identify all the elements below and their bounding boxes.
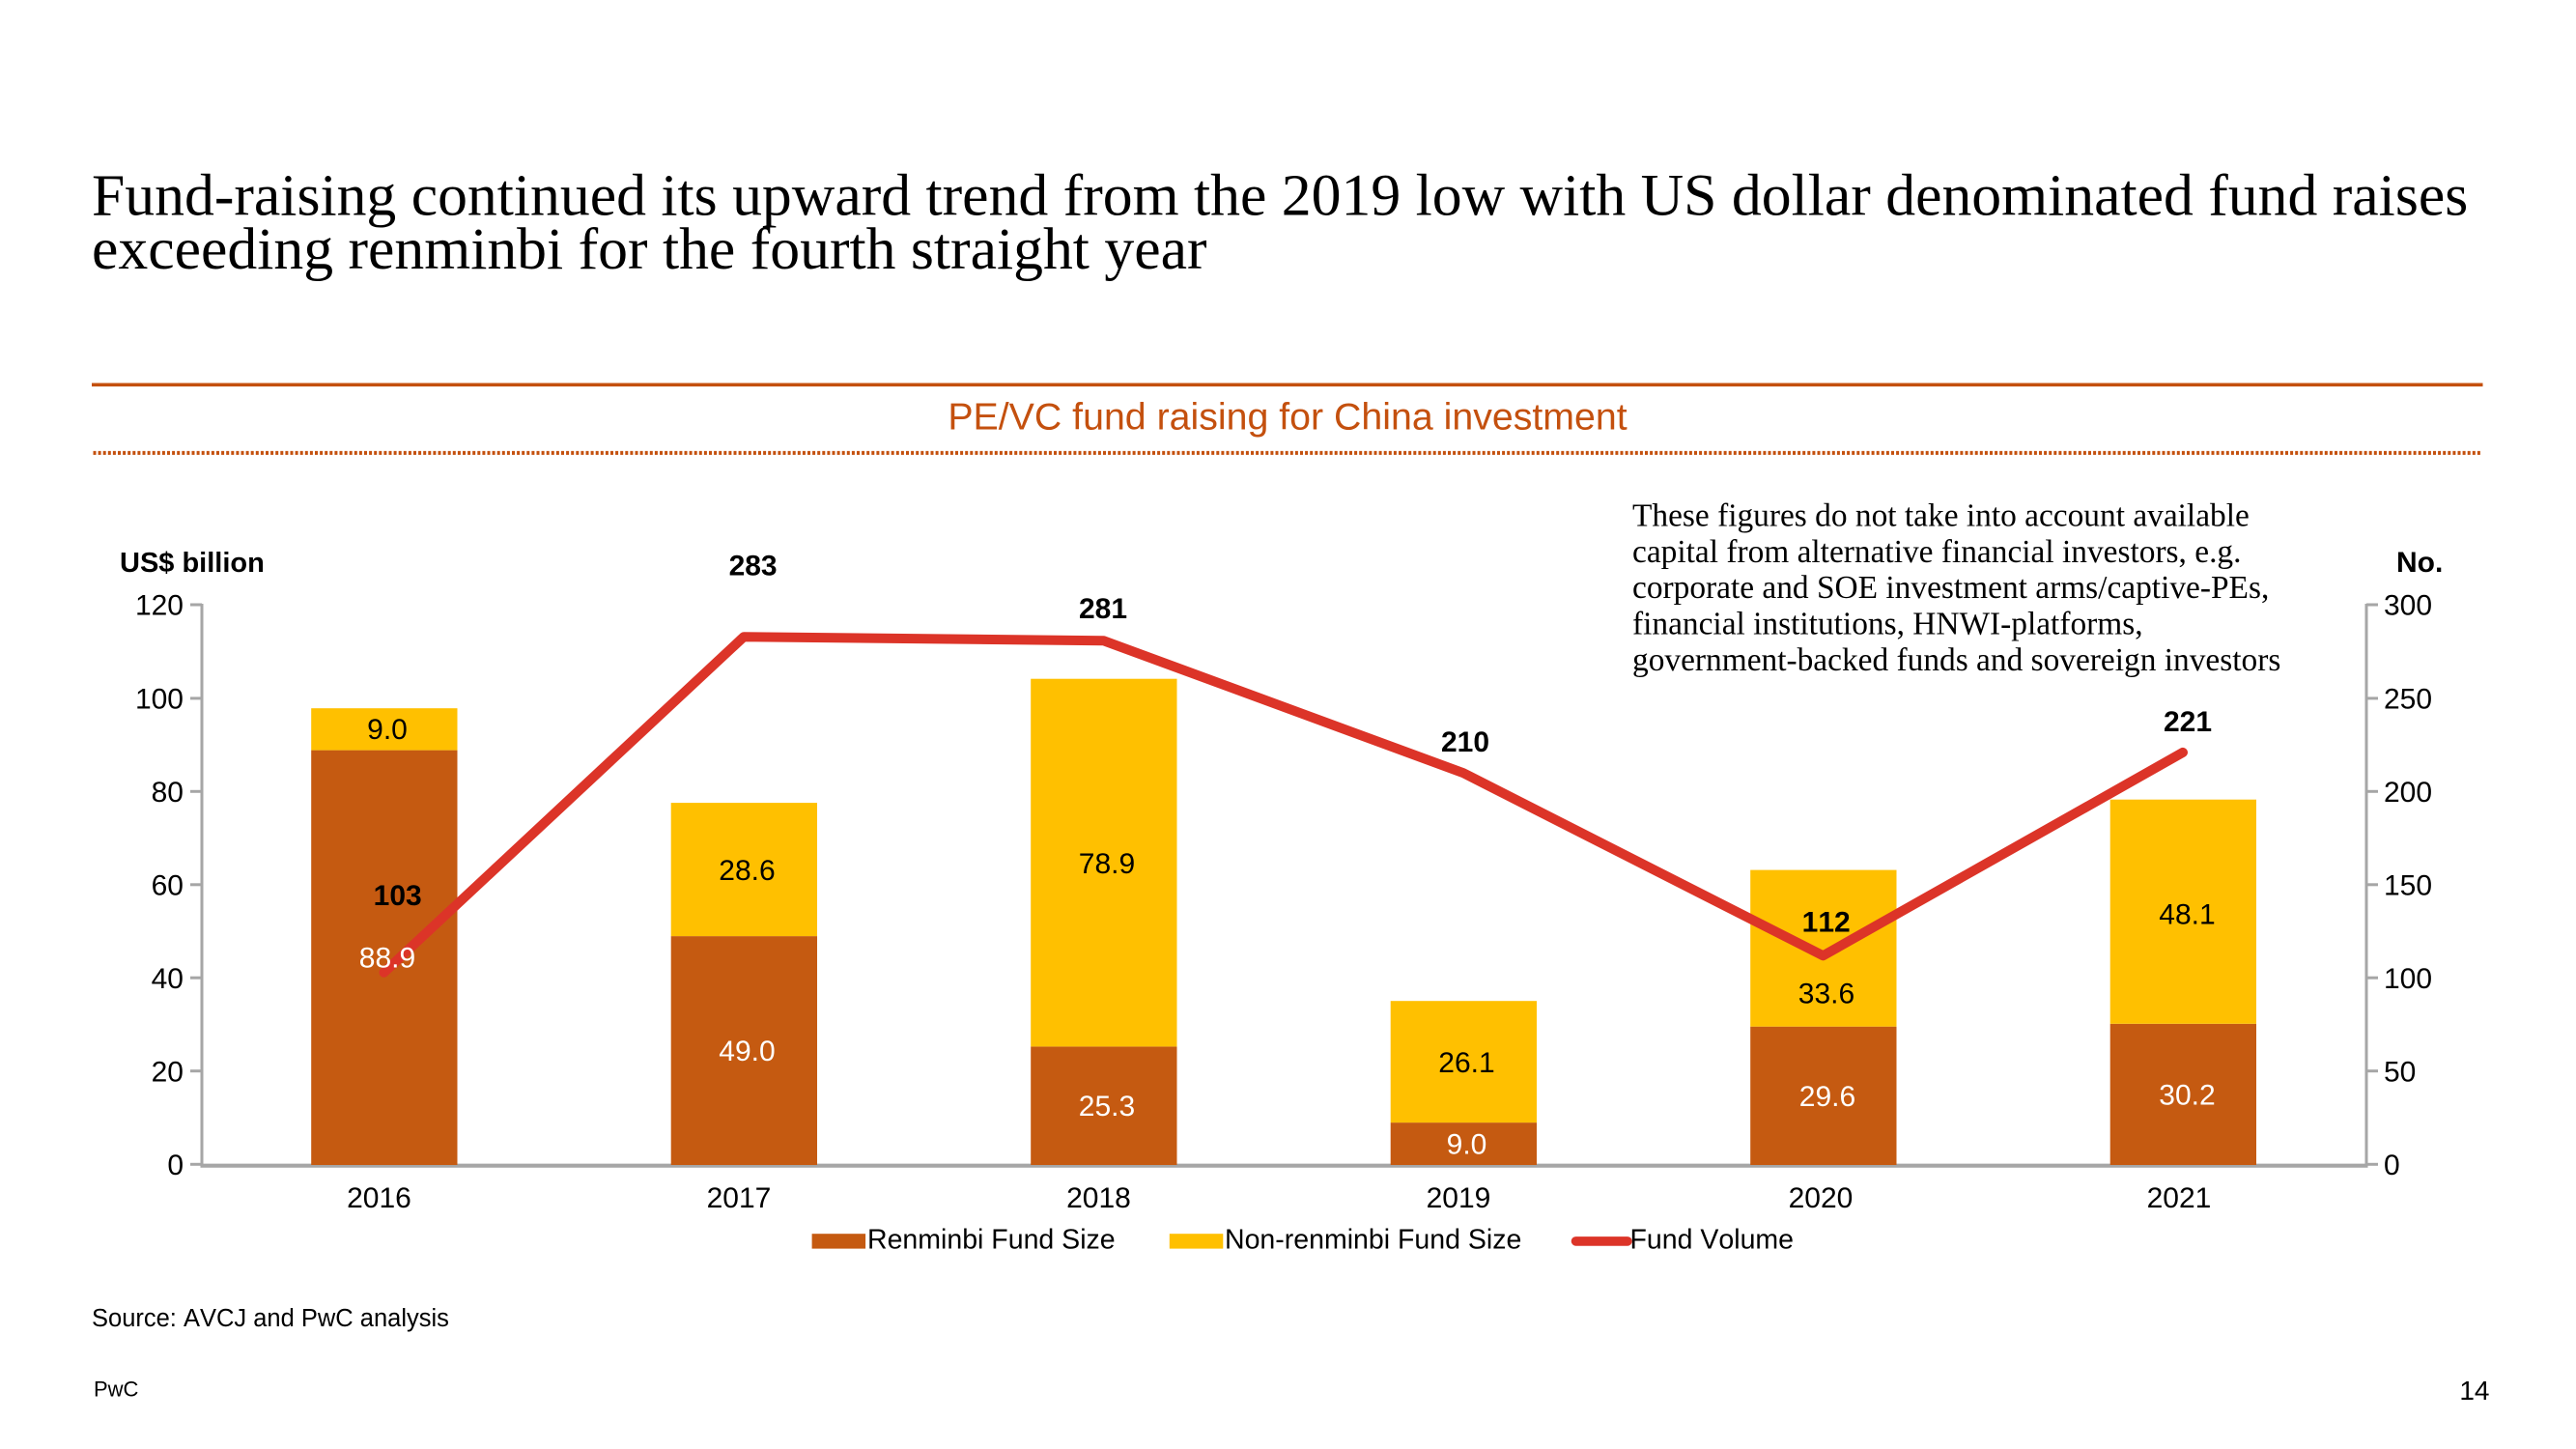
svg-text:capital from alternative finan: capital from alternative financial inves… [1632, 534, 2241, 570]
svg-text:2018: 2018 [1066, 1182, 1131, 1214]
svg-text:government-backed funds and so: government-backed funds and sovereign in… [1632, 642, 2280, 678]
svg-text:221: 221 [2164, 706, 2212, 738]
svg-text:9.0: 9.0 [1447, 1129, 1487, 1161]
svg-text:0: 0 [2384, 1150, 2400, 1181]
svg-text:PwC: PwC [94, 1378, 139, 1402]
svg-text:PE/VC fund raising for China i: PE/VC fund raising for China investment [948, 396, 1627, 439]
svg-text:100: 100 [135, 684, 184, 716]
svg-text:283: 283 [729, 550, 778, 582]
svg-text:29.6: 29.6 [1799, 1081, 1855, 1113]
svg-text:Source: AVCJ and PwC analysis: Source: AVCJ and PwC analysis [92, 1305, 449, 1332]
svg-text:103: 103 [374, 880, 422, 912]
svg-text:Non-renminbi Fund Size: Non-renminbi Fund Size [1225, 1225, 1521, 1256]
svg-text:78.9: 78.9 [1079, 848, 1135, 880]
svg-text:49.0: 49.0 [719, 1036, 775, 1067]
svg-text:33.6: 33.6 [1798, 978, 1854, 1009]
svg-text:281: 281 [1079, 593, 1127, 625]
svg-text:28.6: 28.6 [719, 855, 775, 887]
svg-text:Renminbi Fund Size: Renminbi Fund Size [867, 1225, 1116, 1256]
svg-text:14: 14 [2459, 1376, 2489, 1406]
svg-text:corporate and SOE investment a: corporate and SOE investment arms/captiv… [1632, 570, 2269, 606]
svg-text:250: 250 [2384, 684, 2432, 716]
svg-text:100: 100 [2384, 963, 2432, 995]
svg-text:2017: 2017 [707, 1182, 772, 1214]
svg-text:112: 112 [1802, 907, 1851, 939]
svg-text:No.: No. [2396, 547, 2443, 579]
svg-text:exceeding renminbi for the fou: exceeding renminbi for the fourth straig… [92, 216, 1207, 282]
svg-text:2021: 2021 [2147, 1182, 2212, 1214]
svg-text:200: 200 [2384, 777, 2432, 809]
svg-text:300: 300 [2384, 590, 2432, 622]
svg-text:20: 20 [152, 1056, 184, 1088]
svg-text:2016: 2016 [347, 1182, 411, 1214]
svg-text:88.9: 88.9 [359, 943, 415, 975]
svg-text:9.0: 9.0 [367, 714, 408, 746]
svg-text:Fund-raising continued its upw: Fund-raising continued its upward trend … [92, 163, 2468, 229]
svg-text:US$ billion: US$ billion [120, 548, 265, 579]
svg-text:210: 210 [1441, 726, 1489, 758]
svg-text:Fund Volume: Fund Volume [1630, 1225, 1795, 1256]
svg-text:60: 60 [152, 870, 184, 902]
svg-text:2019: 2019 [1427, 1182, 1491, 1214]
svg-text:These figures do not take into: These figures do not take into account a… [1632, 497, 2250, 533]
svg-text:25.3: 25.3 [1079, 1091, 1135, 1122]
svg-text:financial institutions, HNWI-p: financial institutions, HNWI-platforms, [1632, 607, 2143, 642]
svg-text:50: 50 [2384, 1056, 2416, 1088]
svg-text:48.1: 48.1 [2159, 899, 2215, 931]
svg-text:30.2: 30.2 [2159, 1079, 2215, 1111]
svg-text:40: 40 [152, 963, 184, 995]
svg-text:0: 0 [167, 1150, 184, 1181]
svg-text:26.1: 26.1 [1438, 1047, 1494, 1079]
svg-text:150: 150 [2384, 870, 2432, 902]
svg-text:120: 120 [135, 590, 184, 622]
svg-text:2020: 2020 [1789, 1182, 1854, 1214]
svg-text:80: 80 [152, 777, 184, 809]
